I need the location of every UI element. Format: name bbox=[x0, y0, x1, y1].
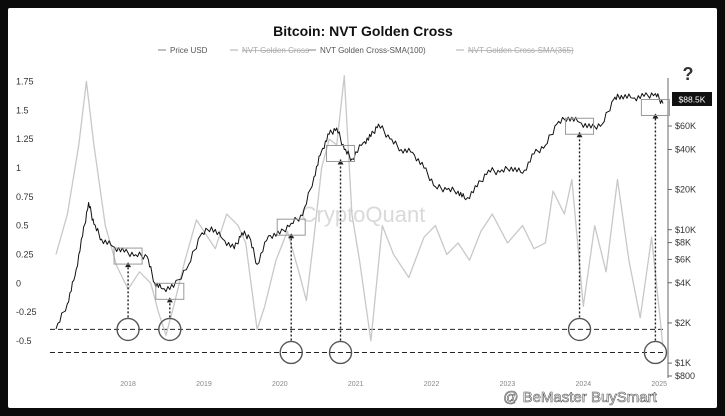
right-tick-label: $60K bbox=[675, 121, 696, 131]
legend: Price USD NVT Golden Cross NVT Golden Cros… bbox=[158, 46, 574, 55]
credit-watermark: @ BeMaster BuySmart bbox=[503, 389, 657, 406]
help-icon[interactable]: ? bbox=[683, 64, 694, 84]
left-tick-label: 0.25 bbox=[16, 249, 34, 259]
x-tick-label: 2023 bbox=[500, 381, 516, 388]
right-tick-label: $40K bbox=[675, 144, 696, 154]
legend-item[interactable]: NVT Golden Cross bbox=[242, 46, 309, 55]
series-nvt-golden-cross bbox=[55, 75, 664, 347]
arrow-head bbox=[576, 132, 583, 138]
x-tick-label: 2020 bbox=[272, 381, 288, 388]
price-highlight-box bbox=[155, 282, 185, 300]
legend-item[interactable]: NVT Golden Cross-SMA(100) bbox=[320, 46, 426, 55]
price-highlight-box bbox=[640, 98, 670, 116]
golden-cross-circle bbox=[158, 317, 182, 342]
markers-layer bbox=[113, 98, 670, 365]
current-price-label: $88.5K bbox=[679, 95, 706, 105]
legend-item[interactable]: NVT Golden Cross-SMA(365) bbox=[468, 46, 574, 55]
left-tick-label: 1.75 bbox=[16, 77, 34, 87]
x-tick-label: 2022 bbox=[424, 381, 440, 388]
svg-text:?: ? bbox=[683, 64, 694, 84]
x-tick-label: 2019 bbox=[196, 381, 212, 388]
left-tick-label: 1 bbox=[16, 163, 21, 173]
current-price-tag: $88.5K bbox=[672, 92, 712, 106]
series-price-usd bbox=[55, 92, 664, 330]
x-tick-label: 2018 bbox=[120, 381, 136, 388]
x-axis: 2018 2019 2020 2021 2022 2023 2024 2025 bbox=[120, 381, 667, 388]
golden-cross-circle bbox=[116, 317, 140, 342]
left-tick-label: 1.25 bbox=[16, 134, 34, 144]
price-highlight-box bbox=[565, 117, 595, 135]
right-tick-label: $1K bbox=[675, 358, 691, 368]
chart-title: Bitcoin: NVT Golden Cross bbox=[273, 23, 453, 39]
right-tick-label: $800 bbox=[675, 371, 695, 381]
reference-lines bbox=[50, 328, 665, 353]
watermark: CryptoQuant bbox=[301, 202, 426, 227]
arrow-head bbox=[125, 262, 132, 268]
left-tick-label: -0.5 bbox=[16, 336, 32, 346]
right-tick-label: $2K bbox=[675, 318, 691, 328]
right-tick-label: $4K bbox=[675, 278, 691, 288]
price-highlight-box bbox=[326, 144, 356, 162]
nvt-golden-cross-chart: Bitcoin: NVT Golden Cross Price USD NVT G… bbox=[16, 23, 712, 406]
right-axis: $60K $40K $20K $10K $8K $6K $4K $2K $1K $800 bbox=[667, 78, 696, 381]
right-tick-label: $8K bbox=[675, 238, 691, 248]
right-tick-label: $6K bbox=[675, 254, 691, 264]
golden-cross-circle bbox=[328, 340, 353, 365]
left-axis: 1.75 1.5 1.25 1 0.75 0.5 0.25 0 -0.25 -0.5 bbox=[16, 77, 37, 346]
golden-cross-circle bbox=[567, 317, 592, 342]
legend-item[interactable]: Price USD bbox=[170, 46, 208, 55]
x-tick-label: 2024 bbox=[576, 381, 592, 388]
series-layer bbox=[55, 75, 664, 347]
x-tick-label: 2025 bbox=[651, 381, 667, 388]
golden-cross-circle bbox=[643, 340, 668, 365]
golden-cross-circle bbox=[279, 340, 303, 365]
chart-card: Bitcoin: NVT Golden Cross Price USD NVT G… bbox=[8, 8, 717, 408]
left-tick-label: 0.5 bbox=[16, 221, 29, 231]
price-highlight-box bbox=[113, 247, 143, 265]
left-tick-label: -0.25 bbox=[16, 307, 37, 317]
left-tick-label: 1.5 bbox=[16, 105, 29, 115]
right-tick-label: $10K bbox=[675, 225, 696, 235]
left-tick-label: 0 bbox=[16, 278, 21, 288]
x-tick-label: 2021 bbox=[348, 381, 364, 388]
left-tick-label: 0.75 bbox=[16, 192, 34, 202]
right-tick-label: $20K bbox=[675, 185, 696, 195]
price-highlight-box bbox=[276, 218, 306, 236]
